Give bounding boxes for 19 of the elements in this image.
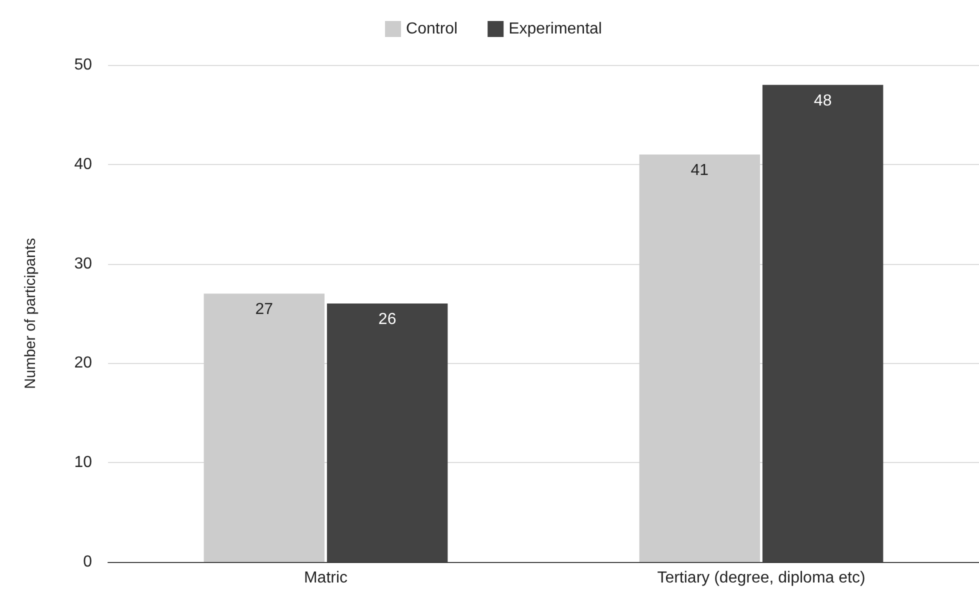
- y-tick-label: 30: [74, 255, 92, 272]
- y-tick-label: 0: [83, 554, 92, 570]
- y-tick-label: 40: [74, 156, 92, 173]
- bar: [326, 304, 448, 562]
- y-tick-label: 50: [74, 56, 92, 74]
- legend-label: Control: [406, 20, 458, 38]
- bar: [762, 84, 884, 562]
- y-tick-label: 10: [74, 454, 92, 472]
- x-tick-label: Tertiary (degree, diploma etc): [657, 570, 866, 586]
- data-label: 48: [814, 92, 832, 110]
- data-label: 26: [378, 311, 396, 328]
- legend-label: Experimental: [508, 20, 602, 38]
- bar: [639, 154, 760, 562]
- bar: [204, 294, 325, 562]
- x-tick-label: Matric: [304, 570, 348, 586]
- data-label: 27: [255, 301, 274, 318]
- y-axis-title: Number of participants: [22, 238, 39, 389]
- y-tick-label: 20: [74, 354, 92, 372]
- data-label: 41: [690, 162, 709, 179]
